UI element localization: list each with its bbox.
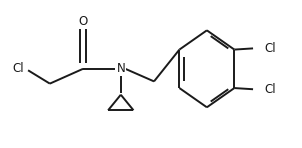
Text: Cl: Cl <box>265 42 276 55</box>
Text: O: O <box>79 15 88 28</box>
Text: Cl: Cl <box>265 83 276 96</box>
Text: Cl: Cl <box>12 62 24 75</box>
Text: N: N <box>117 62 125 75</box>
